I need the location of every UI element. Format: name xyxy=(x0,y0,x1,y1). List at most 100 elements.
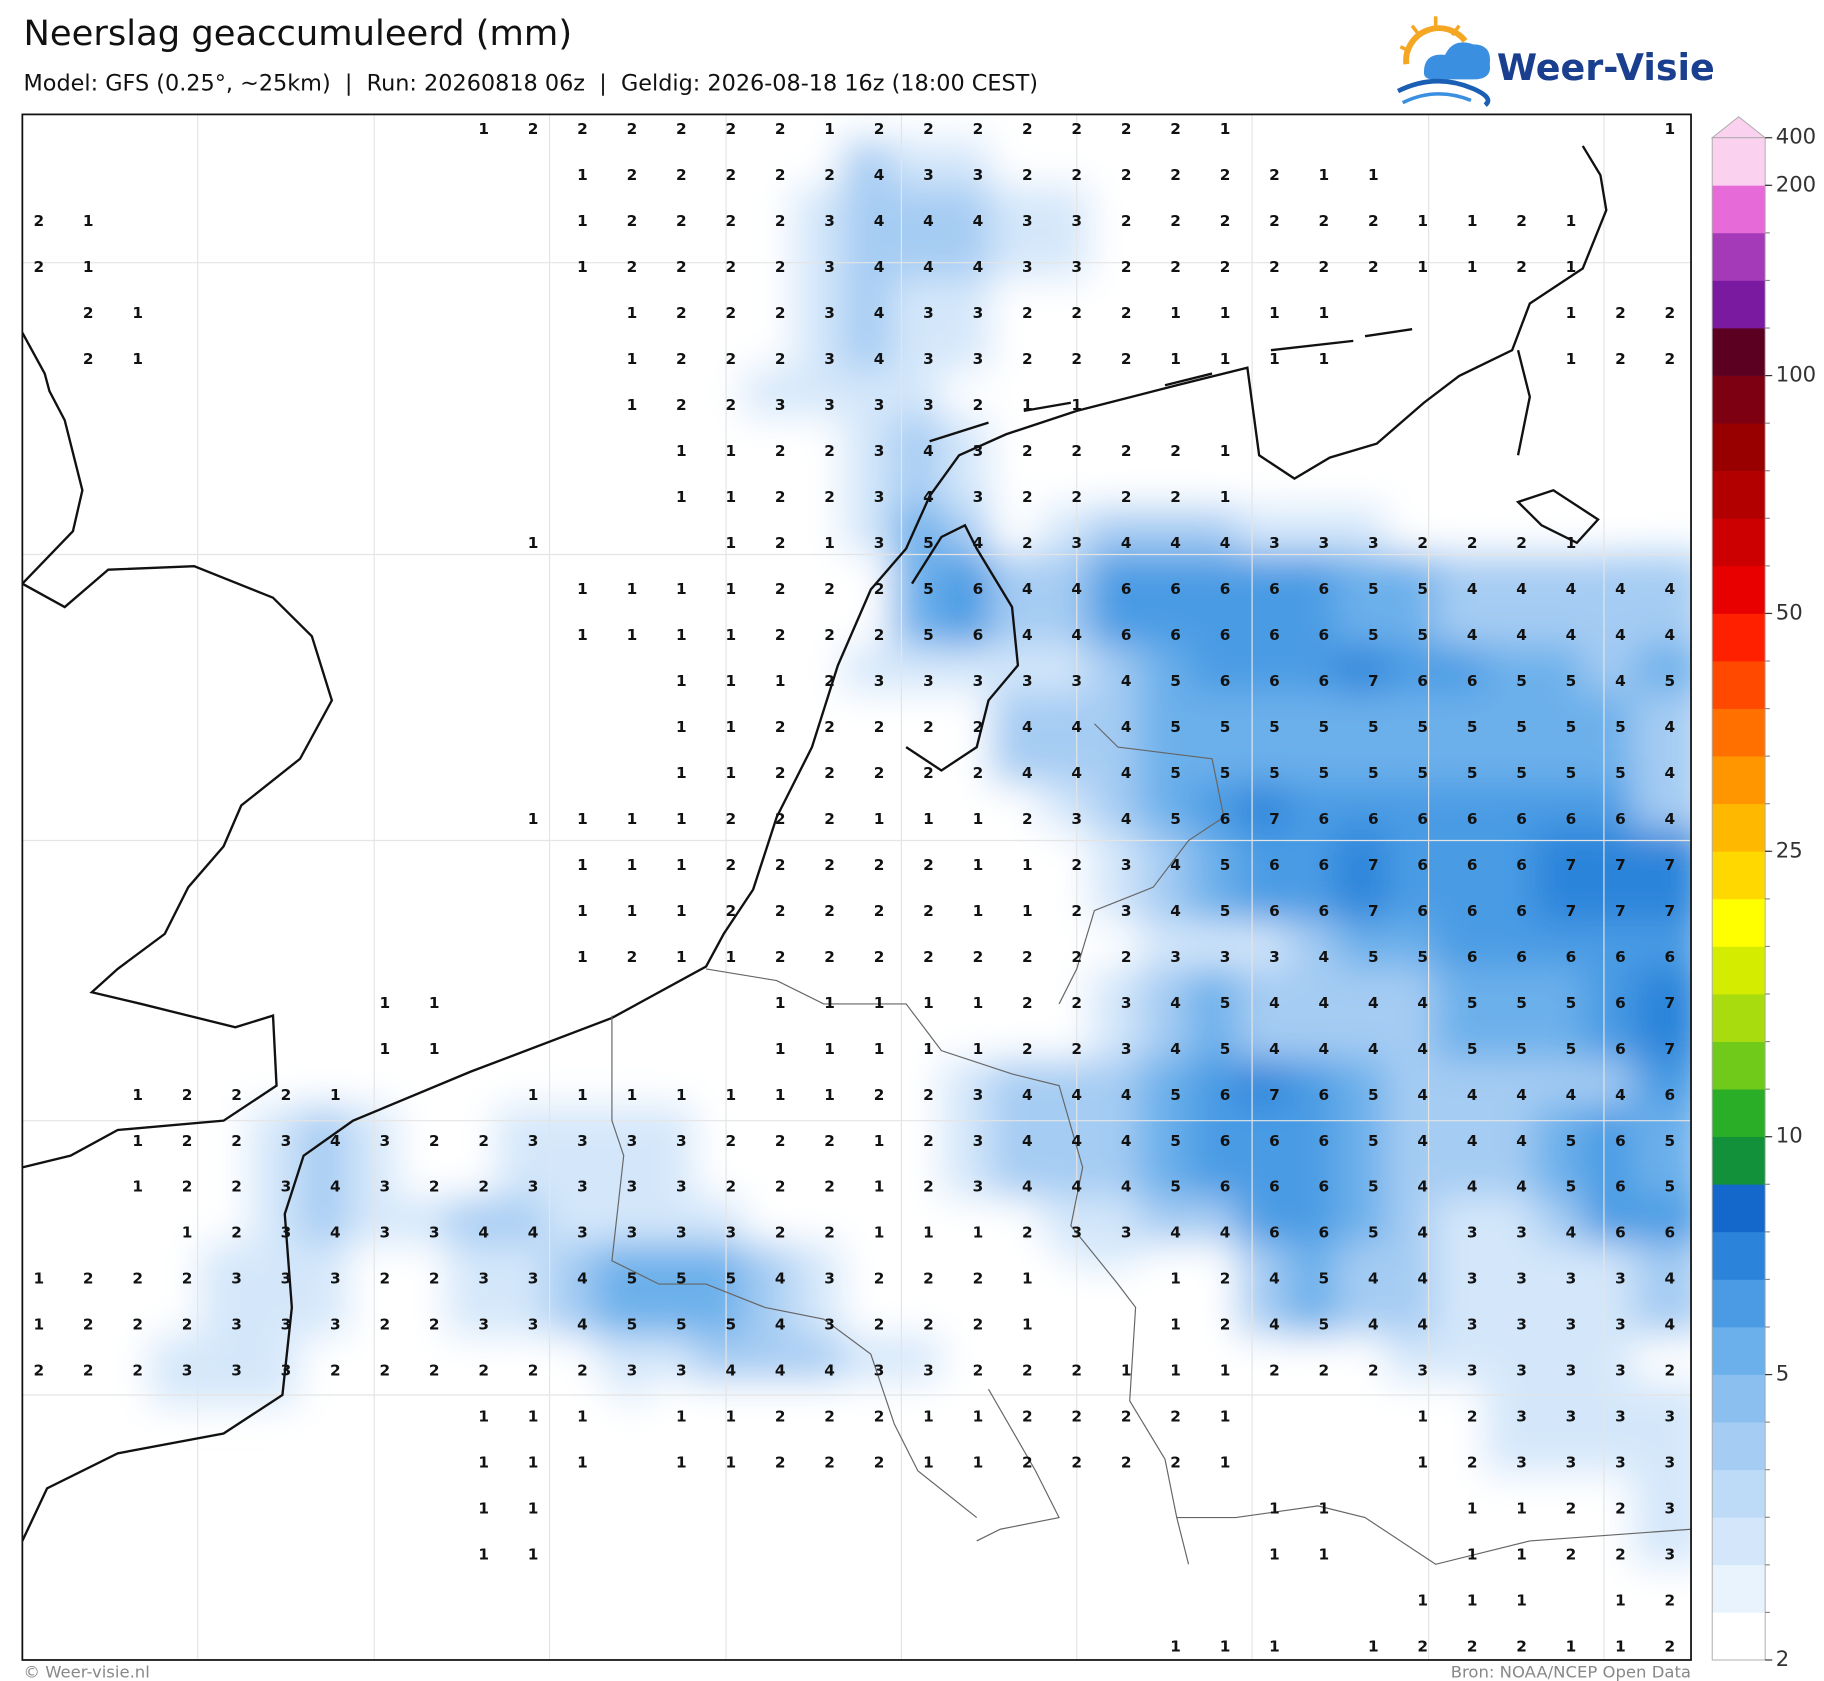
precip-value: 1 xyxy=(973,1224,984,1242)
precip-value: 2 xyxy=(973,764,984,782)
precip-value: 2 xyxy=(1121,1454,1132,1472)
colorbar-tick-label: 5 xyxy=(1776,1361,1789,1386)
precip-value: 1 xyxy=(577,856,588,874)
precip-value: 4 xyxy=(330,1224,341,1242)
colorbar-segment xyxy=(1712,518,1766,567)
precip-value: 4 xyxy=(330,1132,341,1150)
precip-value: 1 xyxy=(577,810,588,828)
precip-value: 2 xyxy=(1269,212,1280,230)
precip-value: 6 xyxy=(1319,1178,1330,1196)
precip-value: 3 xyxy=(577,1178,588,1196)
precip-value: 1 xyxy=(182,1224,193,1242)
precip-value: 1 xyxy=(1022,1316,1033,1334)
precip-value: 5 xyxy=(1170,1132,1181,1150)
precip-value: 6 xyxy=(1467,948,1478,966)
precip-cell xyxy=(1286,1519,1361,1589)
precip-value: 5 xyxy=(627,1270,638,1288)
precip-value: 1 xyxy=(1417,1408,1428,1426)
precip-value: 3 xyxy=(528,1132,539,1150)
precip-value: 1 xyxy=(478,120,489,138)
precip-value: 2 xyxy=(923,120,934,138)
precip-value: 2 xyxy=(824,764,835,782)
precip-value: 1 xyxy=(577,258,588,276)
precip-value: 5 xyxy=(1467,764,1478,782)
precip-value: 1 xyxy=(1269,1546,1280,1564)
precip-value: 3 xyxy=(1269,534,1280,552)
precip-value: 2 xyxy=(1417,534,1428,552)
precip-value: 3 xyxy=(281,1316,292,1334)
precip-value: 4 xyxy=(1121,718,1132,736)
precip-value: 1 xyxy=(676,1408,687,1426)
precip-value: 6 xyxy=(1220,1178,1231,1196)
precip-value: 1 xyxy=(1319,1546,1330,1564)
precip-value: 1 xyxy=(132,1178,143,1196)
precip-value: 4 xyxy=(1615,580,1626,598)
precip-value: 2 xyxy=(874,718,885,736)
precip-value: 6 xyxy=(1319,1224,1330,1242)
precip-value: 1 xyxy=(874,1132,885,1150)
precip-value: 3 xyxy=(1022,672,1033,690)
precip-value: 3 xyxy=(973,1086,984,1104)
precip-value: 3 xyxy=(429,1224,440,1242)
precip-value: 1 xyxy=(577,1408,588,1426)
precip-value: 3 xyxy=(824,1270,835,1288)
precip-value: 2 xyxy=(725,396,736,414)
precip-value: 2 xyxy=(775,1454,786,1472)
precip-value: 2 xyxy=(824,948,835,966)
precip-value: 3 xyxy=(1071,810,1082,828)
precip-value: 2 xyxy=(1615,350,1626,368)
precip-value: 3 xyxy=(627,1178,638,1196)
precip-value: 2 xyxy=(1665,1592,1676,1610)
precip-value: 1 xyxy=(1170,1270,1181,1288)
precip-value: 3 xyxy=(824,1316,835,1334)
precip-value: 2 xyxy=(1368,1362,1379,1380)
precip-value: 4 xyxy=(1615,672,1626,690)
precip-value: 6 xyxy=(1269,580,1280,598)
colorbar-segment xyxy=(1712,708,1766,757)
precip-value: 5 xyxy=(676,1316,687,1334)
precip-value: 3 xyxy=(676,1224,687,1242)
precip-value: 3 xyxy=(528,1270,539,1288)
precip-value: 2 xyxy=(874,1316,885,1334)
precip-value: 4 xyxy=(478,1224,489,1242)
precip-value: 2 xyxy=(627,212,638,230)
precip-value: 5 xyxy=(1368,1132,1379,1150)
precip-value: 3 xyxy=(1566,1270,1577,1288)
precip-value: 2 xyxy=(1220,258,1231,276)
precip-value: 2 xyxy=(775,718,786,736)
precip-value: 2 xyxy=(83,1270,94,1288)
precip-value: 2 xyxy=(1170,1454,1181,1472)
precip-value: 2 xyxy=(725,1132,736,1150)
precip-value: 4 xyxy=(1121,534,1132,552)
colorbar-segment xyxy=(1712,1136,1766,1185)
precip-value: 3 xyxy=(281,1178,292,1196)
precip-value: 4 xyxy=(1665,580,1676,598)
precip-value: 2 xyxy=(874,1454,885,1472)
precip-value: 2 xyxy=(725,350,736,368)
precip-value: 7 xyxy=(1269,810,1280,828)
precip-value: 5 xyxy=(1467,718,1478,736)
precip-value: 6 xyxy=(1121,626,1132,644)
precip-value: 1 xyxy=(478,1500,489,1518)
colorbar-segment xyxy=(1712,232,1766,281)
precip-value: 2 xyxy=(775,442,786,460)
precip-value: 1 xyxy=(676,442,687,460)
precip-value: 2 xyxy=(1071,350,1082,368)
precip-value: 1 xyxy=(725,672,736,690)
precip-value: 4 xyxy=(973,534,984,552)
precip-value: 2 xyxy=(231,1132,242,1150)
precip-value: 2 xyxy=(528,1362,539,1380)
precip-value: 5 xyxy=(1220,1040,1231,1058)
precip-value: 1 xyxy=(1022,856,1033,874)
precip-value: 2 xyxy=(824,1454,835,1472)
precip-value: 1 xyxy=(1269,1500,1280,1518)
precip-value: 1 xyxy=(627,856,638,874)
precip-value: 3 xyxy=(923,166,934,184)
precip-value: 2 xyxy=(923,764,934,782)
precip-value: 2 xyxy=(775,166,786,184)
precip-value: 4 xyxy=(1368,1040,1379,1058)
precip-value: 2 xyxy=(132,1270,143,1288)
precip-value: 4 xyxy=(874,304,885,322)
precip-value: 4 xyxy=(1417,1132,1428,1150)
precip-value: 2 xyxy=(775,304,786,322)
